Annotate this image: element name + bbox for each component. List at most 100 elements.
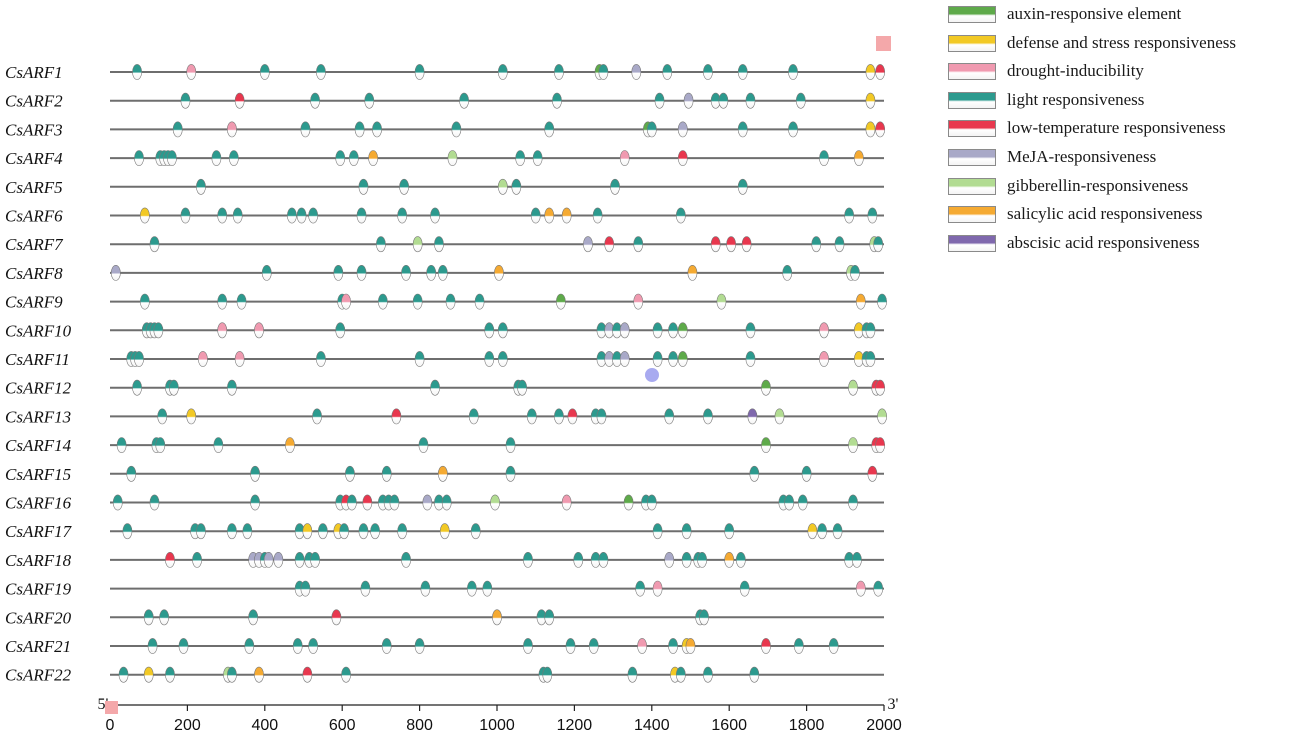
cis-element-lowtemp: [234, 92, 245, 109]
gene-row: CsARF22: [5, 666, 884, 685]
cis-element-light: [867, 207, 878, 224]
gene-row: CsARF1: [5, 63, 886, 82]
cis-element-gibberellin: [412, 236, 423, 253]
cis-element-light: [381, 465, 392, 482]
cis-element-meja: [619, 322, 630, 339]
cis-element-light: [180, 92, 191, 109]
cis-element-drought: [819, 351, 829, 367]
cis-element-light: [865, 351, 876, 367]
cis-element-light: [370, 523, 380, 540]
cis-element-gibberellin: [447, 150, 458, 166]
cis-element-light: [430, 207, 440, 224]
cis-element-light: [445, 293, 456, 310]
gene-label: CsARF15: [5, 465, 71, 484]
cis-element-light: [532, 150, 543, 166]
cis-element-light: [426, 264, 437, 281]
cis-element-light: [118, 666, 129, 683]
highlight-dot: [645, 368, 659, 382]
legend-label: low-temperature responsiveness: [1007, 118, 1226, 138]
cis-element-lowtemp: [710, 236, 721, 253]
cis-element-light: [544, 609, 555, 626]
cis-element-light: [172, 121, 183, 138]
gene-row: CsARF17: [5, 522, 884, 541]
cis-element-light: [147, 638, 158, 654]
cis-element-drought: [652, 580, 663, 597]
cis-element-light: [333, 264, 344, 281]
cis-element-light: [346, 494, 357, 511]
cis-element-light: [523, 552, 533, 568]
cis-element-light: [292, 638, 303, 654]
cis-element-light: [873, 236, 884, 253]
cis-element-light: [132, 379, 142, 396]
cis-element-light: [397, 523, 408, 540]
gene-label: CsARF11: [5, 350, 70, 369]
cis-element-light: [286, 207, 297, 224]
tick-label: 0: [106, 717, 115, 734]
position-axis: 5' 3' 0 200 400 600 800 1000 1200 1400 1600 1800 2…: [98, 696, 902, 734]
cis-element-lowtemp: [875, 64, 886, 80]
gene-row: CsARF9: [5, 293, 887, 312]
cis-element-gibberellin: [716, 293, 727, 310]
cis-element-light: [180, 207, 191, 224]
cis-element-light: [554, 408, 564, 425]
tick-label: 2000: [866, 717, 902, 734]
cis-element-light: [250, 465, 261, 482]
cis-element-light: [788, 121, 798, 138]
cis-element-meja: [619, 351, 630, 367]
cis-element-light: [737, 178, 748, 195]
cis-element-salicylic: [855, 293, 866, 310]
cis-element-light: [793, 638, 804, 654]
cis-element-light: [749, 465, 760, 482]
cis-element-light: [745, 92, 756, 109]
gene-row: CsARF2: [5, 92, 884, 111]
tick-label: 800: [406, 717, 433, 734]
cis-element-light: [788, 64, 798, 80]
origin-marker: [105, 701, 118, 714]
cis-element-drought: [227, 121, 237, 138]
cis-element-light: [213, 437, 224, 453]
cis-element-salicylic: [437, 465, 448, 482]
legend-label: abscisic acid responsiveness: [1007, 232, 1200, 252]
cis-element-abscisic: [747, 408, 758, 425]
cis-element-light: [484, 322, 495, 339]
cis-element-light: [511, 178, 522, 195]
cis-element-light: [530, 207, 541, 224]
cis-element-light: [699, 609, 709, 626]
tick-label: 400: [251, 717, 278, 734]
cis-element-drought: [197, 351, 208, 367]
cis-element-light: [300, 121, 311, 138]
cis-element-lowtemp: [362, 494, 373, 511]
cis-element-salicylic: [254, 666, 264, 683]
legend-label: light responsiveness: [1007, 89, 1145, 109]
legend-swatch: [948, 234, 996, 252]
cis-element-gibberellin: [848, 437, 858, 453]
cis-element-lowtemp: [875, 379, 886, 396]
cis-element-light: [664, 408, 675, 425]
cis-element-light: [784, 494, 795, 511]
cis-element-light: [134, 351, 144, 367]
cis-element-light: [248, 609, 259, 626]
gene-row: CsARF8: [5, 264, 884, 283]
cis-element-light: [348, 150, 359, 166]
cis-element-light: [596, 408, 607, 425]
cis-element-drought: [637, 638, 648, 654]
gene-row: CsARF14: [5, 436, 886, 455]
gene-label: CsARF9: [5, 293, 63, 312]
cis-element-light: [412, 293, 423, 310]
cis-element-light: [703, 408, 713, 425]
cis-element-light: [834, 236, 845, 253]
cis-element-light: [356, 264, 367, 281]
cis-element-light: [681, 523, 692, 540]
cis-element-light: [749, 666, 760, 683]
legend-label: auxin-responsive element: [1007, 4, 1182, 23]
cis-element-light: [300, 580, 311, 597]
cis-element-light: [697, 552, 708, 568]
cis-element-light: [484, 351, 495, 367]
cis-element-light: [517, 379, 528, 396]
cis-element-light: [646, 121, 657, 138]
cis-element-light: [232, 207, 243, 224]
cis-element-light: [668, 322, 678, 339]
cis-element-light: [335, 150, 346, 166]
cis-element-light: [310, 92, 321, 109]
cis-element-light: [552, 92, 562, 109]
